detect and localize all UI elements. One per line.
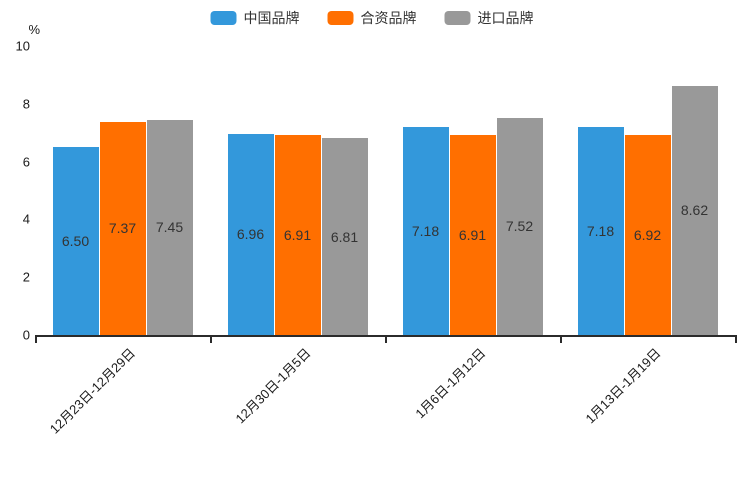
bar-value-label: 6.91 (283, 227, 312, 244)
y-tick-label: 10 (15, 38, 30, 54)
bar-中国品牌-3: 7.18 (577, 127, 624, 335)
x-axis-tick (385, 337, 387, 343)
y-tick-label: 2 (22, 269, 30, 285)
legend-swatch-icon (327, 11, 354, 25)
legend-swatch-icon (210, 11, 237, 25)
bar-value-label: 7.52 (505, 218, 534, 235)
y-tick-label: 8 (22, 96, 30, 112)
legend-label: 中国品牌 (243, 10, 300, 26)
x-tick-label: 12月30日-1月5日 (232, 345, 314, 427)
x-tick-label: 12月23日-12月29日 (47, 345, 139, 437)
x-axis-line (35, 335, 737, 337)
bar-value-label: 7.18 (586, 223, 615, 240)
bar-value-label: 8.62 (680, 202, 709, 219)
legend-item-china-brand[interactable]: 中国品牌 (210, 8, 300, 28)
bar-合资品牌-1: 6.91 (274, 135, 321, 335)
bar-value-label: 6.96 (236, 226, 265, 243)
legend-swatch-icon (444, 11, 471, 25)
x-axis-tick (560, 337, 562, 343)
y-tick-label: 0 (22, 327, 30, 343)
y-axis-unit-label: % (28, 22, 40, 37)
bar-value-label: 7.37 (108, 220, 137, 237)
x-tick-label: 1月6日-1月12日 (412, 345, 489, 422)
bar-中国品牌-1: 6.96 (227, 133, 274, 335)
bar-进口品牌-1: 6.81 (321, 138, 368, 335)
bar-value-label: 6.92 (633, 226, 662, 243)
bar-中国品牌-0: 6.50 (52, 147, 99, 335)
x-axis-tick (210, 337, 212, 343)
bar-合资品牌-3: 6.92 (624, 135, 671, 335)
bar-中国品牌-2: 7.18 (402, 127, 449, 335)
bar-value-label: 6.91 (458, 227, 487, 244)
bar-value-label: 6.81 (330, 228, 359, 245)
x-tick-label: 1月13日-1月19日 (582, 345, 664, 427)
bar-进口品牌-3: 8.62 (671, 85, 718, 335)
y-tick-label: 4 (22, 211, 30, 227)
legend-item-joint-venture-brand[interactable]: 合资品牌 (327, 8, 417, 28)
legend: 中国品牌 合资品牌 进口品牌 (210, 8, 534, 28)
bar-value-label: 6.50 (61, 233, 90, 250)
legend-item-imported-brand[interactable]: 进口品牌 (444, 8, 534, 28)
bar-进口品牌-2: 7.52 (496, 117, 543, 335)
x-axis-tick (35, 337, 37, 343)
bar-value-label: 7.18 (411, 223, 440, 240)
x-axis-tick (735, 337, 737, 343)
legend-label: 合资品牌 (360, 10, 417, 26)
bar-合资品牌-0: 7.37 (99, 122, 146, 335)
y-tick-label: 6 (22, 154, 30, 170)
bar-合资品牌-2: 6.91 (449, 135, 496, 335)
bar-value-label: 7.45 (155, 219, 184, 236)
bar-进口品牌-0: 7.45 (146, 119, 193, 335)
legend-label: 进口品牌 (477, 10, 534, 26)
